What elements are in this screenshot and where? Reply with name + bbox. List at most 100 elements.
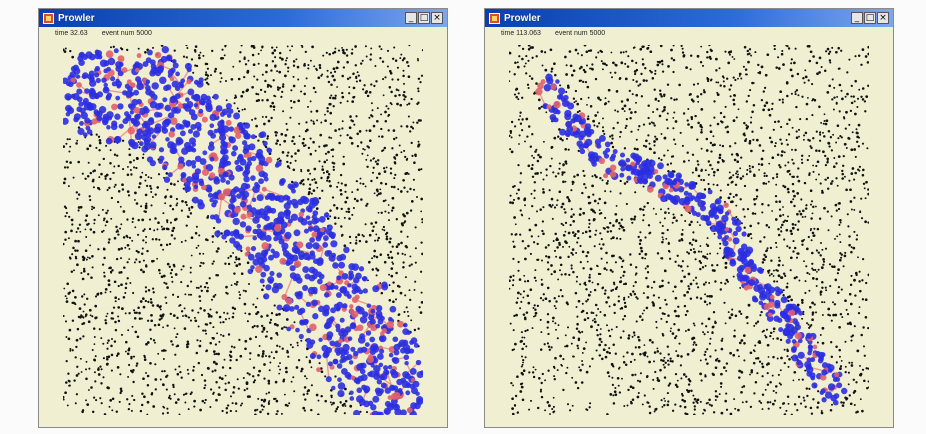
particle-dot (330, 403, 333, 406)
particle-dot (781, 150, 784, 153)
particle-dot (751, 110, 754, 114)
particle-dot (151, 238, 154, 241)
particle-dot (781, 98, 784, 101)
node-dot (258, 155, 266, 163)
particle-dot (119, 257, 123, 260)
particle-dot (82, 335, 85, 338)
particle-dot (585, 300, 588, 303)
particle-dot (843, 254, 847, 258)
particle-dot (597, 202, 600, 205)
particle-dot (159, 308, 162, 311)
node-dot (281, 294, 288, 300)
particle-dot (805, 247, 809, 251)
node-dot (121, 67, 128, 73)
particle-dot (112, 306, 116, 309)
prowler-window-left[interactable]: Prowler _ □ × time 32.63 event num 5000 (38, 8, 448, 428)
particle-dot (534, 223, 538, 227)
particle-dot (808, 387, 811, 390)
particle-dot (673, 285, 677, 289)
node-dot (117, 55, 125, 63)
particle-dot (387, 256, 391, 259)
particle-dot (84, 219, 88, 222)
node-dot (381, 328, 387, 334)
particle-dot (286, 349, 289, 352)
particle-dot (749, 232, 752, 236)
particle-dot (187, 316, 190, 319)
particle-dot (671, 221, 674, 224)
particle-dot (385, 237, 389, 241)
particle-dot (163, 370, 166, 373)
particle-dot (346, 100, 349, 103)
simulation-canvas[interactable] (509, 45, 869, 415)
particle-dot (232, 65, 235, 68)
particle-dot (657, 157, 661, 160)
particle-dot (227, 256, 230, 259)
particle-dot (579, 368, 582, 372)
particle-dot (67, 237, 70, 240)
particle-dot (740, 390, 743, 394)
particle-dot (728, 88, 731, 91)
maximize-button[interactable]: □ (864, 12, 876, 24)
particle-dot (520, 339, 523, 343)
particle-dot (85, 368, 87, 371)
particle-dot (112, 45, 115, 48)
particle-dot (162, 326, 165, 329)
particle-dot (594, 77, 598, 81)
particle-dot (197, 311, 200, 314)
node-dot (122, 118, 129, 125)
particle-dot (580, 54, 583, 57)
particle-dot (719, 189, 722, 192)
minimize-button[interactable]: _ (851, 12, 863, 24)
particle-dot (253, 75, 256, 78)
maximize-button[interactable]: □ (418, 12, 430, 24)
particle-dot (307, 389, 311, 392)
particle-dot (65, 211, 68, 215)
particle-dot (764, 335, 768, 339)
particle-dot (724, 399, 727, 403)
particle-dot (633, 358, 636, 361)
particle-dot (360, 198, 363, 201)
prowler-window-right[interactable]: Prowler _ □ × time 113.063 event num 500… (484, 8, 894, 428)
particle-dot (402, 57, 406, 60)
particle-dot (235, 410, 238, 413)
particle-dot (841, 172, 844, 176)
particle-dot (151, 287, 155, 290)
particle-dot (714, 399, 717, 401)
window-titlebar[interactable]: Prowler _ □ × (39, 9, 447, 27)
particle-dot (774, 142, 777, 145)
particle-dot (660, 133, 663, 135)
particle-dot (165, 172, 169, 175)
particle-dot (300, 367, 304, 371)
minimize-button[interactable]: _ (405, 12, 417, 24)
particle-dot (376, 194, 379, 197)
particle-dot (702, 331, 705, 334)
node-dot (321, 344, 329, 352)
node-dot (167, 172, 173, 178)
particle-dot (265, 115, 268, 119)
particle-dot (375, 80, 378, 83)
particle-dot (261, 288, 264, 292)
particle-dot (322, 54, 325, 57)
particle-dot (827, 129, 831, 133)
particle-dot (674, 403, 677, 406)
particle-dot (128, 363, 131, 367)
particle-dot (767, 180, 770, 183)
particle-dot (623, 314, 627, 318)
window-titlebar[interactable]: Prowler _ □ × (485, 9, 893, 27)
particle-dot (657, 296, 660, 299)
particle-dot (383, 260, 387, 264)
particle-dot (575, 306, 578, 308)
close-button[interactable]: × (431, 12, 443, 24)
close-button[interactable]: × (877, 12, 889, 24)
particle-dot (771, 374, 774, 377)
particle-dot (700, 93, 703, 96)
particle-dot (230, 345, 233, 348)
particle-dot (712, 311, 716, 314)
particle-dot (391, 147, 394, 150)
particle-dot (107, 279, 111, 282)
particle-dot (616, 110, 619, 113)
particle-dot (215, 362, 218, 366)
simulation-canvas[interactable] (63, 45, 423, 415)
node-dot (68, 81, 74, 88)
particle-dot (695, 296, 699, 299)
